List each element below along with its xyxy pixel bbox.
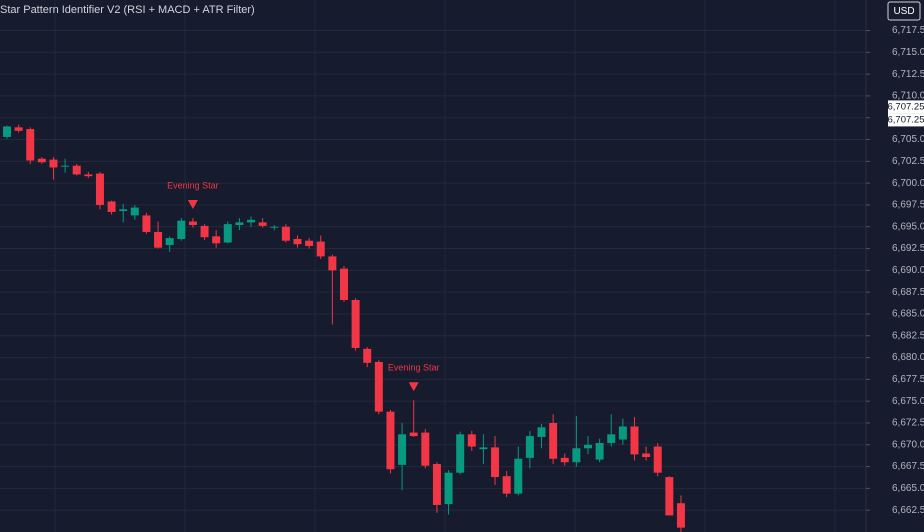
y-tick-label: 6,677.50: [892, 374, 924, 385]
candle-body: [398, 434, 407, 465]
candle-body: [247, 219, 256, 223]
candle-body: [119, 209, 128, 212]
pattern-marker: [408, 382, 419, 392]
pattern-marker: [187, 200, 198, 210]
candle-body: [26, 129, 35, 161]
y-tick-label: 6,700.00: [892, 178, 924, 189]
candle-body: [456, 434, 465, 473]
candle-body: [49, 159, 58, 168]
pattern-label: Evening Star: [167, 180, 219, 190]
y-tick-label: 6,712.50: [892, 69, 924, 80]
candle-body: [607, 434, 616, 444]
y-tick-label: 6,675.00: [892, 396, 924, 407]
candle-body: [676, 503, 685, 528]
candle-body: [444, 472, 453, 505]
candle-body: [212, 236, 221, 244]
pattern-label: Evening Star: [388, 363, 440, 373]
candle-body: [432, 463, 441, 505]
candle-body: [293, 238, 302, 245]
currency: USD: [893, 6, 914, 17]
candle-body: [339, 268, 348, 301]
y-tick-label: 6,697.50: [892, 200, 924, 211]
candle-body: [409, 432, 418, 437]
candle-body: [14, 127, 23, 131]
candle-body: [107, 201, 116, 212]
candle-body: [467, 434, 476, 447]
candle-body: [363, 348, 372, 363]
candle-body: [72, 165, 81, 175]
y-tick-label: 6,667.50: [892, 461, 924, 472]
candle-body: [281, 226, 290, 241]
candle-body: [165, 238, 174, 246]
candle-body: [595, 443, 604, 460]
y-tick-label: 6,695.00: [892, 221, 924, 232]
candle-body: [37, 158, 46, 163]
candle-body: [305, 240, 314, 246]
y-tick-label: 6,690.00: [892, 265, 924, 276]
candle-body: [525, 436, 534, 458]
candle-body: [177, 220, 186, 239]
candle-body: [618, 426, 627, 440]
candle-body: [653, 446, 662, 473]
y-tick-label: 6,662.50: [892, 505, 924, 516]
candle-body: [61, 165, 70, 167]
candle-body: [154, 231, 163, 248]
y-tick-label: 6,705.00: [892, 134, 924, 145]
candle-body: [328, 256, 337, 271]
candle-body: [258, 222, 267, 226]
candle-body: [479, 447, 488, 450]
y-tick-label: 6,680.00: [892, 352, 924, 363]
candle-body: [491, 447, 500, 478]
candle-body: [502, 476, 511, 494]
candle-body: [351, 300, 360, 348]
candle-body: [235, 222, 244, 226]
candle-body: [560, 457, 569, 463]
y-tick-label: 6,692.50: [892, 243, 924, 254]
candle-body: [421, 432, 430, 466]
candle-body: [549, 422, 558, 459]
y-tick-label: 6,710.00: [892, 91, 924, 102]
price-marker-box: [888, 100, 924, 114]
y-tick-label: 6,665.00: [892, 483, 924, 494]
y-tick-label: 6,672.50: [892, 418, 924, 429]
candle-body: [200, 225, 209, 238]
candle-body: [386, 411, 395, 470]
candle-body: [514, 458, 523, 494]
y-tick-label: 6,682.50: [892, 330, 924, 341]
candle-body: [642, 453, 651, 457]
candle-body: [630, 426, 639, 455]
candle-body: [374, 361, 383, 412]
price-marker-label: 6,707.25: [888, 101, 924, 112]
currency-box: [887, 1, 921, 21]
price-marker-box: [888, 113, 924, 127]
candle-body: [3, 126, 11, 137]
y-tick-label: 6,685.00: [892, 309, 924, 320]
candle-body: [665, 477, 674, 516]
candle-body: [572, 448, 581, 463]
y-tick-label: 6,717.50: [892, 25, 924, 36]
y-tick-label: 6,670.00: [892, 439, 924, 450]
candle-body: [188, 221, 197, 226]
candle-body: [130, 207, 139, 216]
candle-body: [142, 215, 151, 232]
candle-body: [316, 241, 325, 257]
candle-body: [270, 226, 279, 228]
candle-body: [95, 173, 104, 205]
candle-body: [223, 224, 232, 243]
y-tick-label: 6,715.00: [892, 47, 924, 58]
chart-title: Star Pattern Identifier V2 (RSI + MACD +…: [0, 4, 255, 16]
candle-body: [584, 444, 592, 449]
candle-body: [84, 174, 93, 177]
y-tick-label: 6,687.50: [892, 287, 924, 298]
candle-body: [537, 427, 546, 437]
y-tick-label: 6,702.50: [892, 156, 924, 167]
price-marker-label: 6,707.25: [888, 114, 924, 125]
